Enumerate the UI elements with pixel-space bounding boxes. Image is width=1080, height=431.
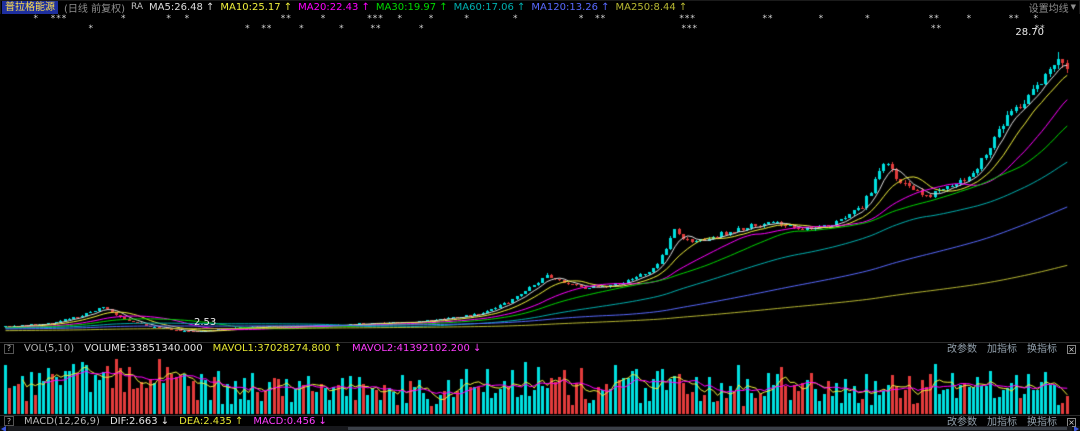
horizontal-scrollbar[interactable]	[0, 425, 1080, 431]
event-marker[interactable]: *	[865, 14, 871, 24]
ma20-readout: MA20:22.43 ↑	[298, 1, 370, 13]
event-marker[interactable]: *	[464, 14, 470, 24]
event-marker[interactable]: ***	[50, 14, 68, 24]
event-marker[interactable]: ***	[367, 14, 384, 24]
volume-header-buttons: 改参数 加指标 换指标 ×	[947, 344, 1076, 355]
event-marker[interactable]: **	[928, 14, 940, 24]
event-marker[interactable]: *	[88, 24, 95, 34]
event-marker[interactable]: **	[1008, 14, 1020, 24]
ma60-readout: MA60:17.06 ↑	[453, 1, 526, 13]
event-marker[interactable]: *	[245, 24, 251, 34]
stock-name[interactable]: 普拉格能源	[2, 0, 58, 14]
volume-value: VOLUME:33851340.000	[84, 343, 203, 354]
event-marker[interactable]: *	[339, 24, 345, 34]
low-price-label: 2.53	[194, 317, 217, 328]
help-icon[interactable]: ?	[4, 343, 14, 354]
switch-indicator-button[interactable]: 换指标	[1027, 344, 1057, 355]
dif-value: DIF:2.663 ↓	[109, 415, 170, 427]
volume-indicator-label[interactable]: VOL(5,10)	[24, 343, 75, 354]
event-marker[interactable]: *	[428, 14, 435, 24]
add-indicator-button[interactable]: 加指标	[987, 344, 1017, 355]
event-marker[interactable]: *	[818, 14, 825, 24]
event-marker[interactable]: **	[1034, 24, 1046, 34]
event-marker[interactable]: *	[578, 14, 585, 24]
macd-indicator-label[interactable]: MACD(12,26,9)	[24, 415, 100, 427]
close-icon[interactable]: ×	[1067, 345, 1076, 354]
macd-value: MACD:0.456 ↓	[253, 415, 327, 427]
event-marker[interactable]: *	[120, 14, 127, 24]
ma10-readout: MA10:25.17 ↑	[220, 1, 293, 13]
event-marker[interactable]: **	[370, 24, 382, 34]
event-marker[interactable]: **	[762, 14, 774, 24]
main-chart-canvas[interactable]	[0, 14, 1080, 342]
event-marker[interactable]: *	[184, 14, 191, 24]
change-params-button[interactable]: 改参数	[947, 344, 977, 355]
mavol1-value: MAVOL1:37028274.800 ↑	[212, 343, 342, 354]
event-marker[interactable]: *	[513, 14, 519, 24]
period-label[interactable]: (日线 前复权)	[64, 3, 125, 15]
scrollbar-track[interactable]	[8, 426, 1072, 431]
volume-canvas[interactable]	[0, 354, 1080, 415]
markers-layer: * *** * * * ** * *** * * * * * ** *** ** * * ** * ** * * * ** * * *…	[0, 14, 1080, 38]
event-marker[interactable]: *	[166, 14, 172, 24]
event-marker[interactable]: *	[1033, 14, 1040, 24]
event-marker[interactable]: ***	[681, 24, 698, 34]
ma-settings-label: 设置均线	[1028, 3, 1069, 15]
event-marker[interactable]: ***	[679, 14, 696, 24]
volume-panel-header: ? VOL(5,10) VOLUME:33851340.000 MAVOL1:3…	[0, 342, 1080, 355]
event-marker[interactable]: *	[33, 14, 39, 24]
add-indicator-button[interactable]: 加指标	[987, 417, 1017, 428]
change-params-button[interactable]: 改参数	[947, 417, 977, 428]
event-marker[interactable]: *	[966, 14, 973, 24]
main-chart-panel: * *** * * * ** * *** * * * * * ** *** ** * * ** * ** * * * ** * * *…	[0, 14, 1080, 342]
ma250-readout: MA250:8.44 ↑	[615, 1, 688, 13]
event-marker[interactable]: *	[320, 14, 327, 24]
ma-settings-button[interactable]: 设置均线 ▼	[1029, 0, 1076, 15]
event-marker[interactable]: **	[280, 14, 292, 24]
chart-header-bar: 普拉格能源 (日线 前复权) RA MA5:26.48 ↑ MA10:25.17…	[0, 0, 1080, 15]
macd-panel-header: ? MACD(12,26,9) DIF:2.663 ↓ DEA:2.435 ↑ …	[0, 415, 1080, 428]
dea-value: DEA:2.435 ↑	[179, 415, 244, 427]
ma30-readout: MA30:19.97 ↑	[375, 1, 448, 13]
ma120-readout: MA120:13.26 ↑	[531, 1, 610, 13]
mavol2-value: MAVOL2:41392102.200 ↓	[352, 343, 482, 354]
event-marker[interactable]: **	[261, 24, 273, 34]
event-marker[interactable]: **	[595, 14, 607, 24]
event-marker[interactable]: *	[299, 24, 305, 34]
event-marker[interactable]: *	[397, 14, 403, 24]
help-icon[interactable]: ?	[4, 416, 14, 426]
event-marker[interactable]: **	[930, 24, 942, 34]
scroll-left-icon[interactable]	[1, 425, 6, 431]
event-marker[interactable]: *	[419, 24, 425, 34]
scrollbar-thumb[interactable]	[348, 427, 1067, 430]
ma5-readout: MA5:26.48 ↑	[149, 1, 215, 13]
switch-indicator-button[interactable]: 换指标	[1027, 417, 1057, 428]
scroll-right-icon[interactable]	[1074, 425, 1079, 431]
high-price-label: 28.70	[1015, 27, 1044, 38]
overlay-tag: RA	[130, 2, 144, 12]
chevron-down-icon: ▼	[1070, 3, 1076, 11]
